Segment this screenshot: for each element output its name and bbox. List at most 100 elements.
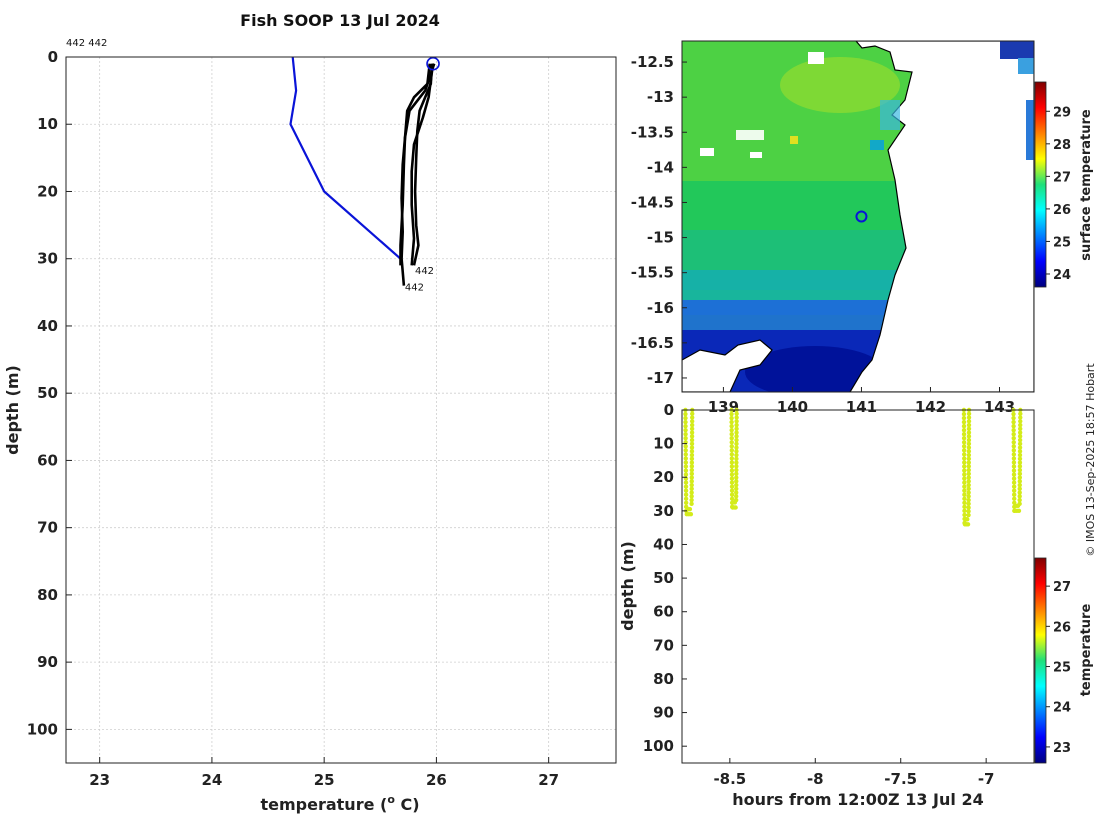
profile-ytick-label: 20 bbox=[37, 182, 58, 200]
profile-y-axis-label: depth (m) bbox=[3, 365, 22, 455]
map-xtick-label: 141 bbox=[846, 398, 877, 416]
dt-point bbox=[961, 411, 967, 417]
dt-point bbox=[962, 504, 967, 510]
sst-colorbar-tick-label: 27 bbox=[1053, 170, 1071, 185]
dt-point bbox=[1017, 460, 1023, 465]
dt-point bbox=[729, 427, 734, 433]
dt-point bbox=[729, 436, 734, 441]
profile-xtick-label: 25 bbox=[314, 771, 335, 789]
dt-point bbox=[1017, 464, 1023, 469]
dt-point bbox=[689, 494, 694, 499]
dt-point bbox=[683, 436, 688, 441]
dt-point bbox=[729, 423, 734, 429]
temperature-colorbar-tick-label: 25 bbox=[1053, 661, 1071, 676]
dt-point bbox=[734, 475, 739, 480]
profile-plot-frame bbox=[65, 56, 617, 764]
profile-ytick-label: 30 bbox=[37, 250, 58, 268]
profile-ticks: 23 24 25 26 27 0 10 20 30 40 50 60 70 80 90 100 bbox=[27, 48, 559, 789]
dt-point bbox=[1011, 415, 1016, 421]
dt-point bbox=[962, 460, 967, 465]
dt-point bbox=[689, 482, 694, 488]
map-ytick-label: -12.5 bbox=[631, 53, 674, 71]
profile-grid bbox=[66, 56, 616, 763]
dt-point bbox=[729, 464, 735, 469]
dt-point bbox=[734, 490, 739, 495]
sst-colorbar-tick-label: 25 bbox=[1053, 235, 1071, 250]
sst-colorbar-ticks: 24 25 26 27 28 29 bbox=[1046, 105, 1071, 283]
dt-point bbox=[689, 445, 695, 450]
dt-point bbox=[1017, 430, 1023, 435]
dt-point bbox=[966, 501, 971, 506]
dt-ytick-label: 70 bbox=[653, 636, 674, 654]
dt-point bbox=[683, 488, 689, 493]
dt-point bbox=[966, 449, 972, 454]
dt-point bbox=[1017, 475, 1023, 480]
sst-colorbar bbox=[1034, 81, 1047, 288]
dt-point bbox=[1011, 440, 1016, 445]
dt-point bbox=[689, 422, 695, 428]
dt-point bbox=[683, 464, 689, 469]
dt-point bbox=[689, 464, 695, 469]
profile-start-marker bbox=[426, 56, 440, 71]
dt-point bbox=[1011, 436, 1016, 441]
sst-map-ticks: -12.5 -13 -13.5 -14 -14.5 -15 -15.5 -16 -16.5 -17… bbox=[631, 53, 1015, 416]
dt-point bbox=[961, 427, 967, 433]
dt-point bbox=[1017, 452, 1023, 458]
dt-point bbox=[965, 522, 971, 527]
dt-ytick-label: 30 bbox=[653, 502, 674, 520]
profile-xtick-label: 26 bbox=[426, 771, 447, 789]
dt-point bbox=[690, 411, 695, 416]
depth-time-points bbox=[683, 407, 1023, 527]
map-ytick-label: -13.5 bbox=[631, 123, 674, 141]
sst-map: -12.5 -13 -13.5 -14 -14.5 -15 -15.5 -16 -16.5 -17… bbox=[631, 40, 1094, 416]
dt-point bbox=[962, 476, 967, 481]
dt-ytick-label: 0 bbox=[664, 401, 674, 419]
dt-point bbox=[683, 492, 689, 497]
ship-position-marker bbox=[855, 210, 868, 223]
dt-point bbox=[961, 448, 967, 453]
dt-point bbox=[687, 506, 693, 512]
dt-point bbox=[962, 500, 967, 505]
dt-point bbox=[1017, 426, 1023, 431]
temperature-colorbar bbox=[1034, 557, 1047, 764]
dt-point bbox=[1017, 449, 1023, 454]
depth-time-plot: 0 10 20 30 40 50 60 70 80 90 100 -8.5 -8 -7.5 -7 hours… bbox=[618, 401, 1094, 809]
profile-xtick-label: 27 bbox=[538, 771, 559, 789]
map-ytick-label: -14.5 bbox=[631, 193, 674, 211]
dt-point bbox=[683, 456, 688, 461]
dt-point bbox=[962, 492, 967, 497]
dt-ytick-label: 80 bbox=[653, 670, 674, 688]
dt-point bbox=[729, 440, 734, 445]
dt-point bbox=[966, 497, 971, 503]
dt-point bbox=[729, 484, 735, 489]
depth-time-x-axis-label: hours from 12:00Z 13 Jul 24 bbox=[732, 790, 983, 809]
dt-point bbox=[734, 434, 739, 439]
dt-point bbox=[683, 452, 688, 457]
dt-point bbox=[683, 484, 689, 489]
temperature-colorbar-label: temperature bbox=[1079, 604, 1094, 697]
dt-point bbox=[966, 471, 971, 476]
map-ytick-label: -14 bbox=[647, 158, 674, 176]
dt-point bbox=[683, 411, 688, 417]
dt-point bbox=[734, 482, 739, 488]
dt-point bbox=[962, 512, 967, 518]
land-mask-sw bbox=[682, 339, 773, 392]
temperature-colorbar-tick-label: 26 bbox=[1053, 620, 1071, 635]
dt-point bbox=[966, 456, 972, 461]
dt-point bbox=[1018, 411, 1023, 416]
map-xtick-label: 140 bbox=[777, 398, 808, 416]
dt-point bbox=[734, 471, 739, 476]
dt-point bbox=[689, 419, 695, 424]
dt-point bbox=[689, 415, 695, 420]
dt-point bbox=[1017, 490, 1022, 495]
dt-point bbox=[729, 444, 734, 449]
dt-ytick-label: 60 bbox=[653, 603, 674, 621]
dt-point bbox=[961, 440, 967, 445]
dt-point bbox=[734, 449, 739, 454]
dt-point bbox=[1011, 476, 1017, 481]
land-mask bbox=[849, 41, 1034, 392]
dt-point bbox=[966, 512, 971, 518]
depth-time-ticks: 0 10 20 30 40 50 60 70 80 90 100 -8.5 -8 -7.5 -7 bbox=[643, 401, 995, 788]
dt-point bbox=[966, 441, 972, 446]
